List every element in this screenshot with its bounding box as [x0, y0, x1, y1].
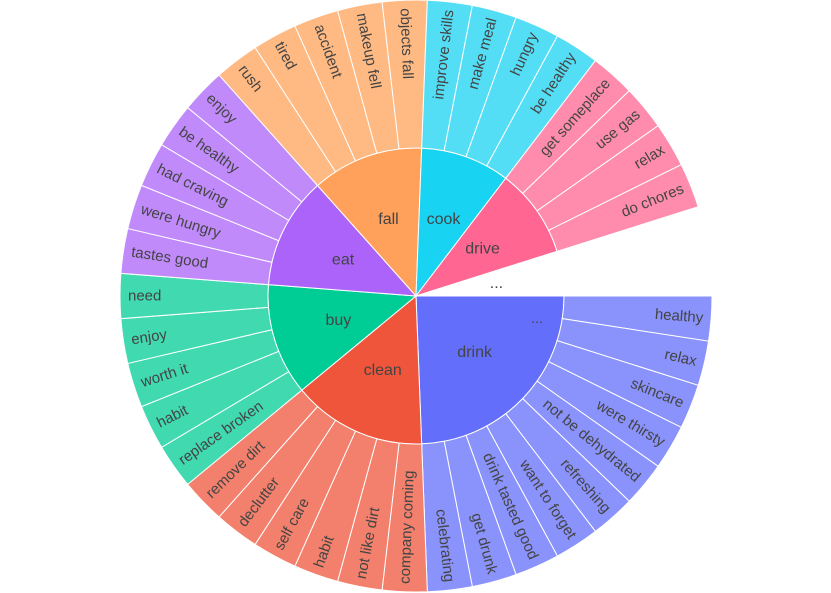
- label-buy: buy: [325, 312, 351, 329]
- label-more: ...: [490, 275, 503, 292]
- segment-more[interactable]: [415, 250, 565, 297]
- label-clean: clean: [364, 362, 402, 379]
- label-drink: drink: [457, 344, 493, 361]
- label-fall: fall: [378, 211, 398, 228]
- label-buy-need: need: [128, 288, 161, 305]
- label-drive: drive: [465, 241, 500, 258]
- more-indicator: ...: [531, 310, 543, 326]
- label-eat: eat: [332, 251, 355, 268]
- label-fall-objects-fall: objects fall: [396, 8, 416, 79]
- label-buy-enjoy: enjoy: [130, 326, 169, 348]
- label-clean-company-coming: company coming: [396, 470, 417, 584]
- label-drink-healthy: healthy: [654, 306, 704, 327]
- label-cook: cook: [427, 211, 462, 228]
